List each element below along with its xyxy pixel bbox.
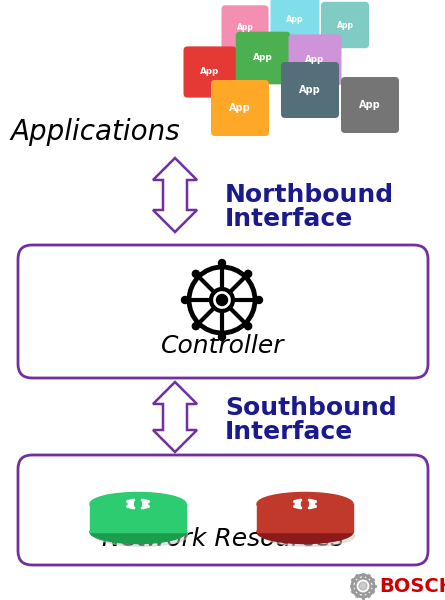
Ellipse shape (90, 520, 186, 544)
Text: App: App (299, 85, 321, 95)
FancyBboxPatch shape (222, 5, 268, 51)
Circle shape (245, 271, 252, 277)
FancyBboxPatch shape (18, 245, 428, 378)
FancyBboxPatch shape (281, 62, 339, 118)
FancyBboxPatch shape (288, 34, 341, 86)
Text: Northbound: Northbound (225, 183, 394, 207)
Text: Interface: Interface (225, 207, 353, 231)
Text: App: App (200, 67, 220, 76)
Ellipse shape (97, 526, 188, 546)
FancyBboxPatch shape (271, 0, 320, 44)
Circle shape (218, 334, 226, 340)
Text: Applications: Applications (10, 118, 180, 146)
Circle shape (218, 259, 226, 266)
Text: Interface: Interface (225, 420, 353, 444)
Text: App: App (286, 16, 304, 25)
Polygon shape (153, 158, 197, 232)
FancyBboxPatch shape (236, 32, 290, 85)
FancyBboxPatch shape (183, 46, 236, 98)
FancyBboxPatch shape (211, 80, 269, 136)
Text: Southbound: Southbound (225, 396, 397, 420)
Ellipse shape (257, 520, 353, 544)
Circle shape (255, 296, 263, 304)
FancyBboxPatch shape (18, 455, 428, 565)
Text: BOSCH: BOSCH (379, 577, 445, 595)
Circle shape (184, 262, 260, 338)
Text: App: App (253, 53, 273, 62)
Text: Controller: Controller (161, 334, 285, 358)
Ellipse shape (90, 493, 186, 515)
Circle shape (182, 296, 189, 304)
Text: App: App (336, 20, 353, 29)
Circle shape (192, 323, 199, 329)
Text: Network Resources: Network Resources (102, 527, 344, 551)
Polygon shape (153, 382, 197, 452)
Text: App: App (359, 100, 381, 110)
Ellipse shape (257, 493, 353, 515)
Circle shape (192, 271, 199, 277)
Circle shape (359, 582, 367, 590)
Polygon shape (257, 504, 353, 532)
FancyBboxPatch shape (321, 2, 369, 48)
Text: App: App (237, 23, 254, 32)
Ellipse shape (263, 526, 355, 546)
Circle shape (245, 323, 252, 329)
FancyBboxPatch shape (341, 77, 399, 133)
Text: App: App (305, 55, 324, 64)
Text: App: App (229, 103, 251, 113)
Circle shape (217, 295, 227, 305)
Polygon shape (90, 504, 186, 532)
